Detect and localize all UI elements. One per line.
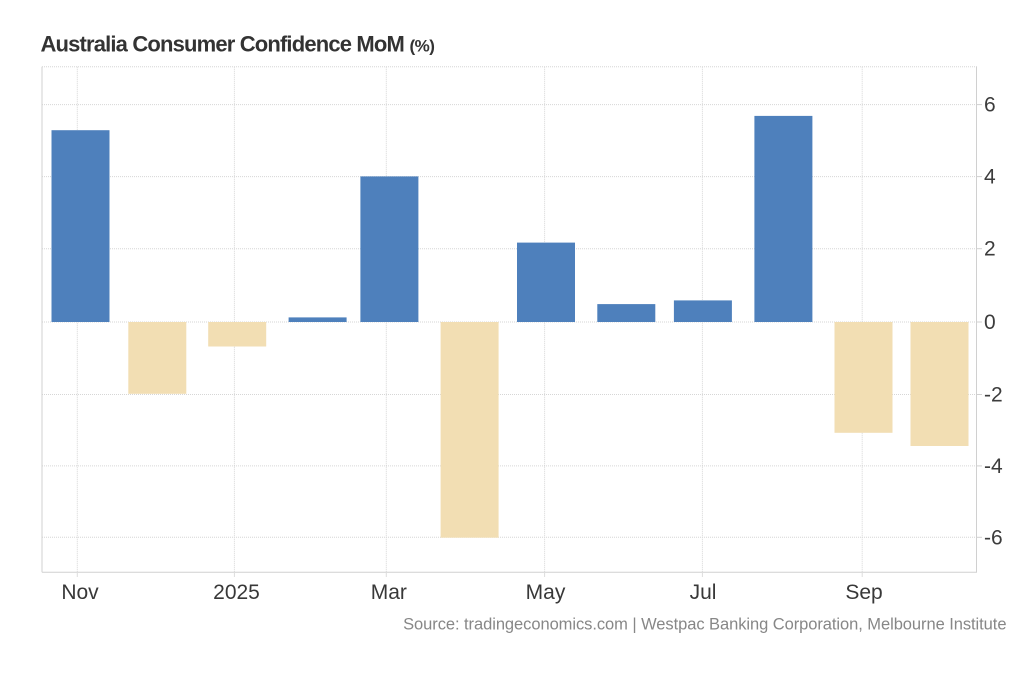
svg-text:2025: 2025 xyxy=(213,581,260,604)
svg-text:Sep: Sep xyxy=(845,581,882,604)
svg-text:-2: -2 xyxy=(984,384,1003,407)
svg-text:-6: -6 xyxy=(984,526,1003,549)
svg-text:2: 2 xyxy=(984,238,996,261)
svg-text:Nov: Nov xyxy=(61,581,99,604)
svg-text:Mar: Mar xyxy=(371,581,407,604)
svg-text:Jul: Jul xyxy=(690,581,717,604)
svg-text:6: 6 xyxy=(984,94,996,117)
svg-text:Source: tradingeconomics.com |: Source: tradingeconomics.com | Westpac B… xyxy=(403,616,1006,634)
svg-text:0: 0 xyxy=(984,311,996,334)
svg-text:(%): (%) xyxy=(410,37,435,56)
svg-text:4: 4 xyxy=(984,166,996,189)
svg-text:Australia Consumer Confidence: Australia Consumer Confidence MoM xyxy=(41,32,405,57)
svg-text:-4: -4 xyxy=(984,455,1003,478)
svg-text:May: May xyxy=(526,581,566,604)
